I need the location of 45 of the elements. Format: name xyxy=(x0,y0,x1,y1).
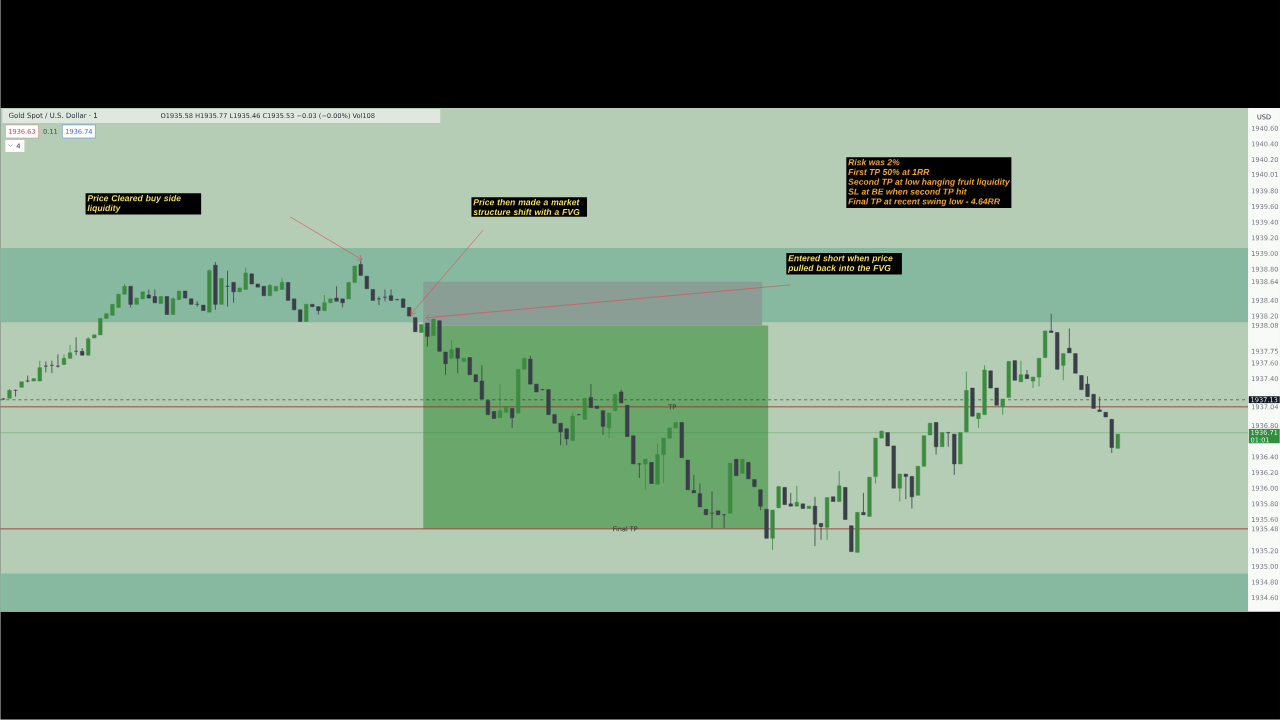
candlestick xyxy=(1067,328,1072,354)
candlestick xyxy=(43,361,48,373)
candlestick xyxy=(231,282,236,304)
annotation: Price Cleared buy side liquidity xyxy=(87,195,181,213)
annotation: Second TP at low hanging fruit liquidity xyxy=(848,178,1010,187)
candlestick xyxy=(709,491,715,529)
candlestick xyxy=(376,296,381,306)
candlestick xyxy=(1073,353,1078,374)
annotation: SL at BE when second TP hit xyxy=(848,188,967,195)
candlestick xyxy=(1018,360,1023,383)
candlestick xyxy=(49,360,54,374)
candlestick xyxy=(946,431,951,448)
candlestick xyxy=(637,462,642,479)
annotation: Entered short when price pulled back into the FVG xyxy=(787,255,893,273)
candlestick xyxy=(837,470,842,502)
candlestick xyxy=(812,496,818,547)
candlestick xyxy=(1097,396,1102,413)
candlestick xyxy=(61,354,67,366)
candlestick xyxy=(128,286,133,308)
annotation: Risk was 2% xyxy=(848,159,900,166)
annotation: Price then made a market structure shift with a FVG xyxy=(473,199,580,216)
candlestick xyxy=(582,398,587,420)
annotation: First TP 50% at 1RR xyxy=(848,168,930,176)
candlestick xyxy=(897,473,902,502)
candlestick xyxy=(455,347,460,374)
candlestick xyxy=(600,410,606,436)
candlestick xyxy=(1024,369,1030,380)
candlestick xyxy=(510,408,515,429)
candlestick xyxy=(382,289,388,302)
candlestick xyxy=(74,336,79,356)
candlestick xyxy=(1036,358,1042,387)
annotation: Final TP at recent swing low - 4.64RR xyxy=(848,198,1000,207)
candlestick xyxy=(55,354,61,369)
candlestick xyxy=(794,485,799,507)
candlestick xyxy=(607,412,612,439)
candlestick xyxy=(1061,353,1066,381)
candlestick xyxy=(425,322,430,348)
candlestick xyxy=(861,492,866,516)
candlestick xyxy=(649,462,654,484)
candlestick xyxy=(643,458,648,491)
candlestick xyxy=(758,489,763,511)
candlestick xyxy=(67,344,73,359)
candlestick xyxy=(1012,360,1017,381)
candlestick xyxy=(1030,376,1036,389)
candlestick xyxy=(818,523,824,541)
